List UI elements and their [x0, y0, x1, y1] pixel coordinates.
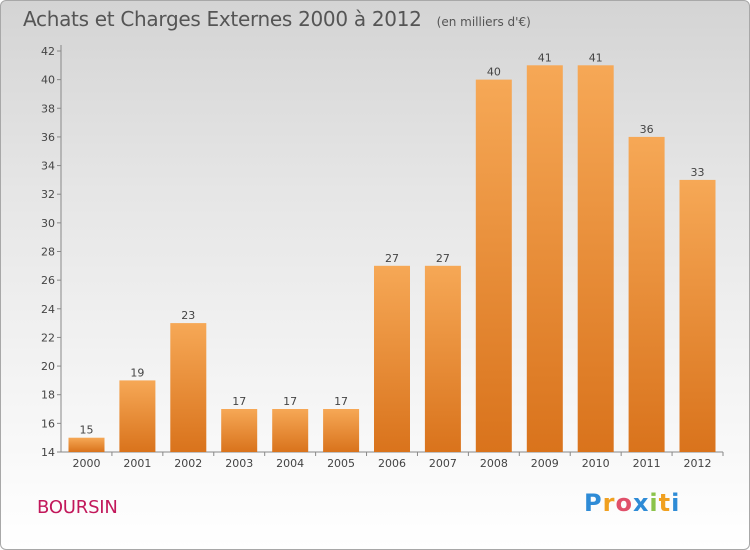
x-tick-label: 2006 — [378, 457, 406, 470]
value-label: 23 — [181, 309, 195, 322]
value-label: 41 — [589, 51, 603, 64]
logo-letter: x — [632, 489, 650, 517]
bar-2006[interactable] — [374, 265, 410, 452]
x-tick-label: 2003 — [225, 457, 253, 470]
bar-2003[interactable] — [221, 409, 258, 452]
y-tick-label: 16 — [41, 417, 55, 430]
y-tick-label: 14 — [41, 446, 55, 459]
x-tick-label: 2011 — [633, 457, 661, 470]
value-label: 15 — [79, 424, 93, 437]
y-tick-label: 22 — [41, 331, 55, 344]
value-label: 17 — [334, 395, 348, 408]
chart-header: Achats et Charges Externes 2000 à 2012 (… — [23, 7, 531, 31]
chart-subtitle: (en milliers d'€) — [436, 15, 531, 29]
y-tick-label: 24 — [41, 303, 55, 316]
logo-letter: i — [649, 489, 659, 517]
logo-letter: P — [584, 489, 603, 517]
chart-title: Achats et Charges Externes 2000 à 2012 — [23, 7, 422, 31]
value-label: 33 — [691, 166, 705, 179]
y-tick-label: 38 — [41, 102, 55, 115]
y-tick-label: 40 — [41, 74, 55, 87]
bar-2005[interactable] — [323, 409, 360, 452]
bar-2000[interactable] — [68, 437, 105, 452]
x-tick-label: 2000 — [72, 457, 100, 470]
value-label: 40 — [487, 66, 501, 79]
bar-2009[interactable] — [526, 65, 563, 453]
x-tick-label: 2012 — [684, 457, 712, 470]
x-tick-label: 2009 — [531, 457, 559, 470]
x-tick-label: 2002 — [174, 457, 202, 470]
bar-2012[interactable] — [679, 179, 716, 452]
y-tick-label: 30 — [41, 217, 55, 230]
value-label: 17 — [232, 395, 246, 408]
x-tick-label: 2007 — [429, 457, 457, 470]
x-tick-label: 2005 — [327, 457, 355, 470]
y-tick-label: 42 — [41, 45, 55, 58]
bar-2001[interactable] — [119, 380, 156, 452]
logo-letter: o — [615, 489, 633, 517]
y-tick-label: 32 — [41, 188, 55, 201]
logo-letter: t — [658, 489, 672, 517]
x-tick-label: 2004 — [276, 457, 304, 470]
logo-letter: r — [602, 489, 616, 517]
axis-layer: 14 16 18 20 22 24 26 28 30 32 34 36 38 40 42 — [41, 45, 724, 459]
logo-letter: i — [671, 489, 681, 517]
value-label: 19 — [130, 366, 144, 379]
x-tick-label: 2010 — [582, 457, 610, 470]
bar-2008[interactable] — [475, 79, 512, 452]
y-tick-label: 28 — [41, 246, 55, 259]
y-tick-label: 36 — [41, 131, 55, 144]
y-tick-label: 18 — [41, 389, 55, 402]
value-label: 17 — [283, 395, 297, 408]
place-label: BOURSIN — [37, 497, 118, 518]
bar-layer — [68, 65, 716, 453]
y-tick-label: 26 — [41, 274, 55, 287]
value-label: 41 — [538, 51, 552, 64]
bar-2002[interactable] — [170, 323, 207, 452]
x-tick-label: 2008 — [480, 457, 508, 470]
value-label: 27 — [385, 252, 399, 265]
y-tick-label: 34 — [41, 160, 55, 173]
value-label: 27 — [436, 252, 450, 265]
bar-2004[interactable] — [272, 409, 309, 452]
x-tick-label: 2001 — [123, 457, 151, 470]
proxiti-logo[interactable]: Proxiti — [584, 489, 680, 517]
y-tick-label: 20 — [41, 360, 55, 373]
value-label: 36 — [640, 123, 654, 136]
bar-2010[interactable] — [577, 65, 614, 453]
bar-2007[interactable] — [424, 265, 461, 452]
bar-2011[interactable] — [628, 136, 665, 452]
label-layer: 2000 15 2001 19 2002 23 2003 17 2004 17 2005 17 2006… — [72, 51, 711, 470]
